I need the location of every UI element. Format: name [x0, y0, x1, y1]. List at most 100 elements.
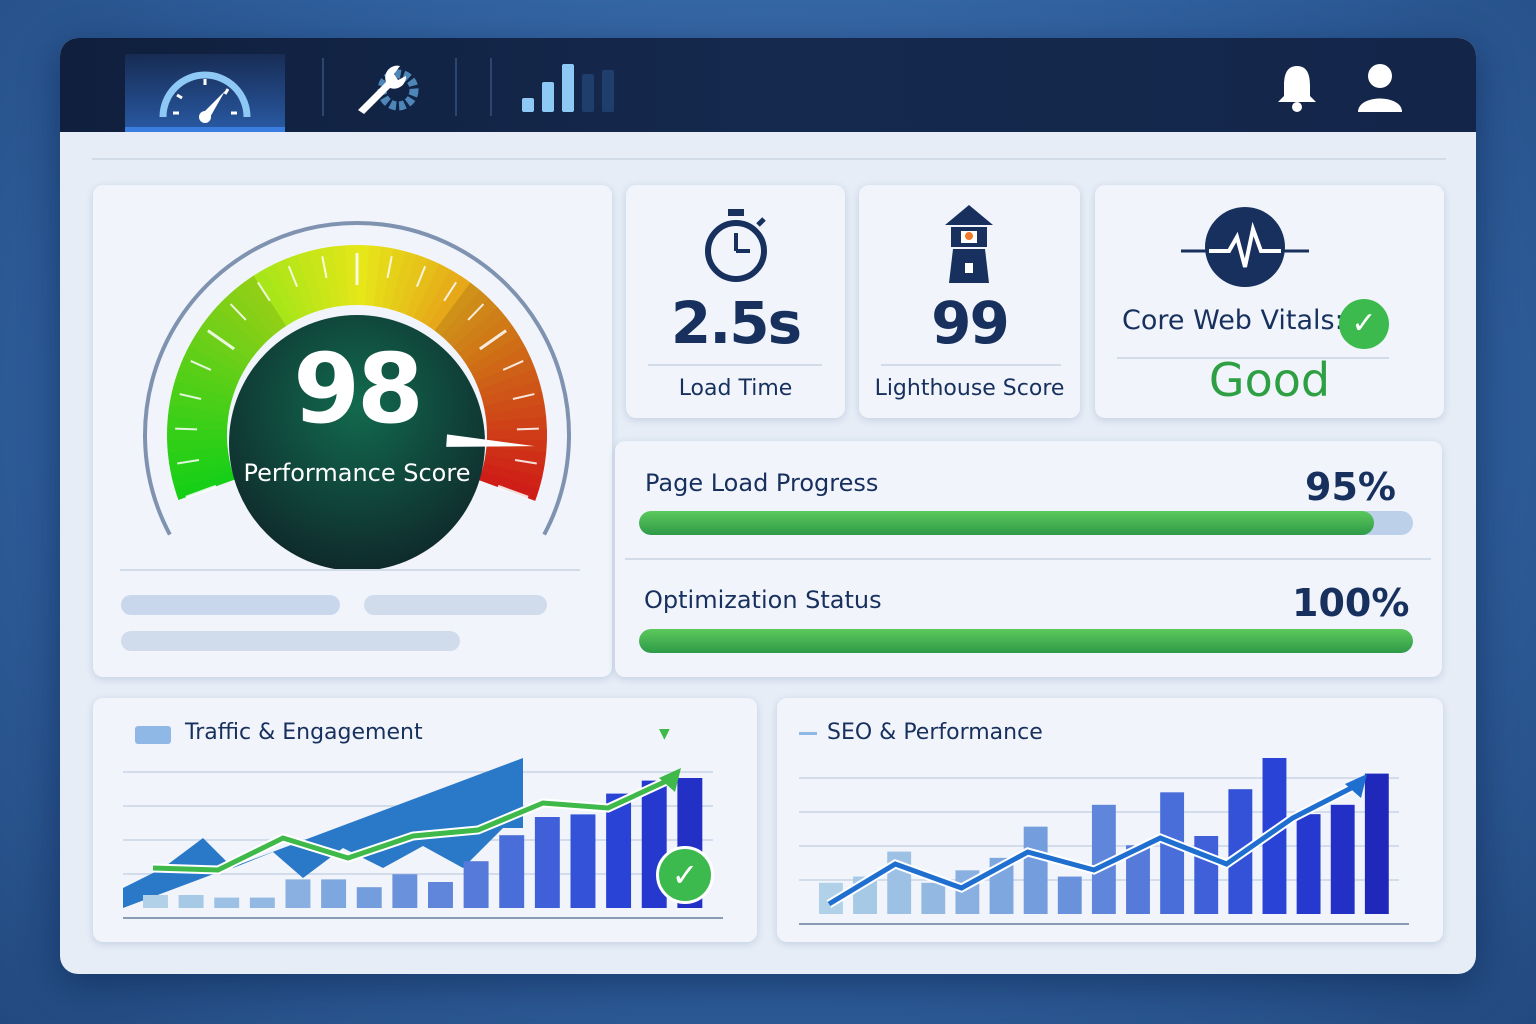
gauge-arc-segment	[389, 251, 418, 312]
gauge-arc-segment	[174, 368, 236, 398]
top-nav	[60, 38, 1476, 132]
gauge-arc-segment	[297, 250, 325, 312]
traffic-engagement-chart	[123, 758, 723, 919]
gauge-arc-segment	[167, 403, 229, 423]
gauge-tick	[257, 281, 271, 302]
divider	[455, 58, 457, 116]
user-profile-button[interactable]	[1356, 62, 1404, 116]
performance-score-value: 98	[293, 333, 424, 445]
chart-bar	[499, 835, 525, 908]
placeholder-bar	[121, 595, 340, 615]
lighthouse-score-value: 99	[931, 289, 1010, 357]
page-load-progress-label: Page Load Progress	[645, 469, 879, 497]
divider	[490, 58, 492, 116]
chart-bar	[428, 882, 453, 908]
gauge-arc-segment	[225, 289, 274, 342]
gauge-arc-segment	[171, 379, 233, 406]
trend-line	[152, 775, 675, 873]
lighthouse-score-label: Lighthouse Score	[874, 376, 1065, 401]
chart-bar	[606, 793, 632, 908]
trend-arrowhead	[1345, 774, 1367, 798]
dashboard-window: 98 Performance Score 2.5s Load Time 99 L…	[60, 38, 1476, 974]
gauge-arc-segment	[167, 427, 228, 441]
gauge-arc-segment	[274, 258, 309, 318]
chart-bar	[1091, 804, 1116, 914]
performance-score-card: 98 Performance Score	[93, 185, 612, 677]
gauge-tick	[287, 265, 298, 288]
gauge-tick	[514, 459, 537, 465]
chart-bar	[921, 882, 946, 914]
trend-arrowhead	[659, 768, 681, 792]
gauge-tick	[185, 484, 217, 499]
chart-bar	[1296, 814, 1321, 914]
gauge-arc-segment	[169, 391, 231, 414]
gauge-arc-segment	[478, 471, 540, 501]
gauge-tick	[479, 329, 507, 351]
gauge-arc-segment	[381, 248, 407, 310]
gauge-arc-segment	[320, 246, 342, 308]
gauge-arc-segment	[263, 263, 302, 322]
chart-bar	[392, 874, 418, 908]
gauge-tick	[512, 393, 535, 400]
gauge-tick	[502, 360, 524, 371]
divider	[881, 364, 1061, 366]
gauge-arc-segment	[468, 336, 526, 376]
chart-bar	[214, 897, 240, 908]
page-load-progress-bar	[639, 511, 1413, 535]
core-web-vitals-label: Core Web Vitals:	[1122, 305, 1344, 336]
gauge-arc-segment	[481, 463, 543, 490]
gauge-tick	[207, 329, 235, 351]
gauge-arc-segment	[183, 345, 243, 383]
lighthouse-icon	[945, 205, 993, 283]
chart-bar	[463, 861, 489, 908]
load-time-value: 2.5s	[670, 289, 802, 357]
gauge-arc-segment	[420, 269, 462, 327]
user-icon	[1358, 64, 1402, 112]
progress-fill	[639, 629, 1413, 653]
chart-bar	[1330, 804, 1355, 914]
gauge-outer-ring	[143, 221, 571, 536]
gauge-tick	[179, 393, 202, 400]
performance-score-label: Performance Score	[243, 459, 471, 487]
gauge-arc-segment	[171, 462, 233, 489]
tab-analytics[interactable]	[520, 62, 620, 118]
notifications-button[interactable]	[1276, 62, 1318, 116]
chart-bar	[356, 887, 382, 908]
tab-performance[interactable]	[125, 54, 285, 132]
tab-tools[interactable]	[350, 60, 430, 120]
gauge-arc-segment	[453, 307, 506, 355]
chart-bar	[249, 897, 275, 908]
dropdown-arrow-icon[interactable]: ▼	[659, 726, 670, 742]
load-time-card: 2.5s Load Time	[626, 185, 845, 418]
lighthouse-score-card: 99 Lighthouse Score	[859, 185, 1080, 418]
gauge-arc-segment	[458, 316, 514, 361]
gauge-arc-segment	[308, 248, 333, 310]
gauge-arc-segment	[216, 297, 268, 348]
optimization-status-bar	[639, 629, 1413, 653]
gauge-tick	[386, 256, 393, 279]
gauge-tick	[516, 427, 539, 431]
gauge-tick	[443, 281, 457, 302]
progress-card: Page Load Progress 95% Optimization Stat…	[615, 441, 1442, 677]
gauge-arc-segment	[174, 470, 235, 500]
divider	[322, 58, 324, 116]
bar-chart-icon	[522, 64, 614, 112]
gauge-arc-segment	[253, 268, 294, 326]
chart-bar	[143, 895, 168, 908]
gauge-arc-segment	[472, 346, 531, 383]
page-load-progress-value: 95%	[1305, 465, 1396, 509]
gauge-arc-segment	[483, 392, 545, 415]
chart-bar	[285, 879, 311, 908]
divider	[1117, 357, 1389, 359]
gauge-tick	[416, 265, 427, 288]
chart-bar	[1023, 826, 1048, 914]
gauge-arc-segment	[463, 326, 520, 368]
gauge-arc-segment	[332, 245, 350, 307]
gauge-arc-segment	[208, 306, 262, 354]
chart-bar	[1194, 836, 1219, 914]
gauge-arc-segment	[413, 263, 451, 323]
gauge-arc-segment	[285, 254, 317, 315]
traffic-engagement-title: Traffic & Engagement	[185, 720, 423, 745]
menu-icon	[799, 732, 817, 735]
gauge-arc-segment	[434, 282, 481, 337]
